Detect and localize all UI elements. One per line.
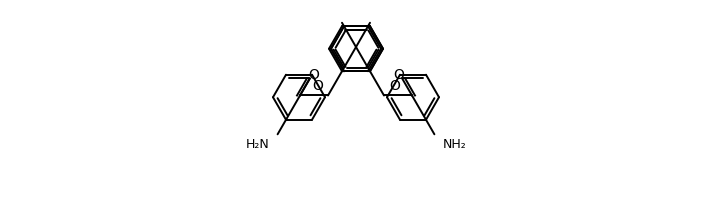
Text: NH₂: NH₂ bbox=[442, 138, 466, 151]
Text: O: O bbox=[308, 67, 319, 81]
Text: O: O bbox=[312, 79, 323, 93]
Text: H₂N: H₂N bbox=[246, 138, 270, 151]
Text: O: O bbox=[389, 79, 400, 93]
Text: O: O bbox=[393, 67, 404, 81]
